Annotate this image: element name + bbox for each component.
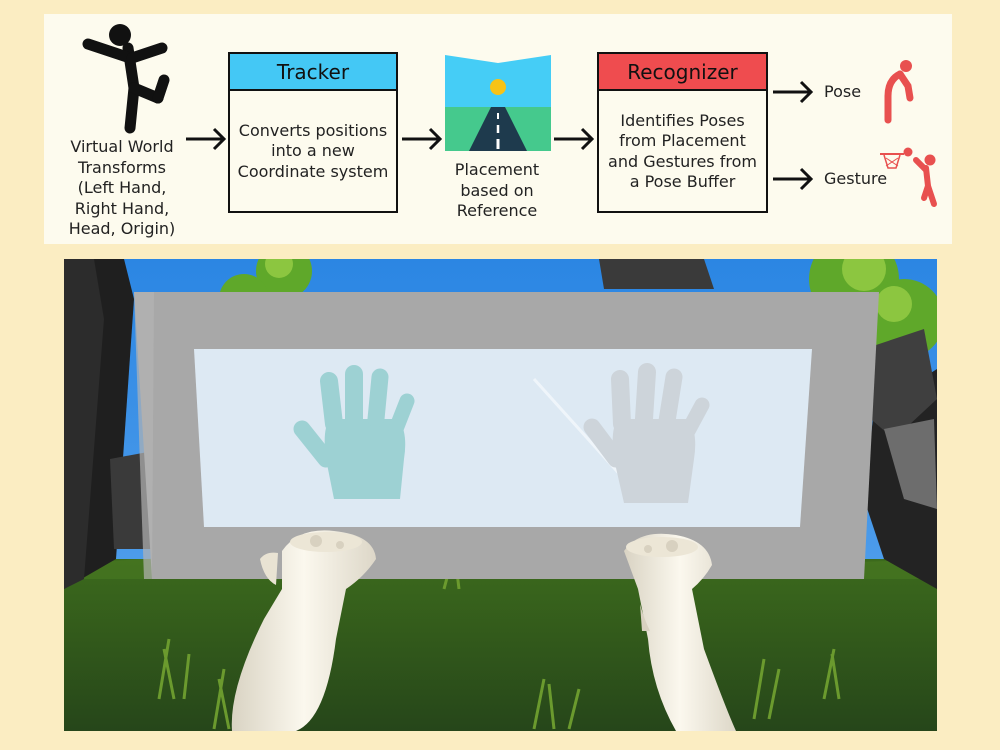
arrow-icon [773,80,814,104]
tracker-title: Tracker [230,54,396,91]
tracker-box: Tracker Converts positions into a new Co… [228,52,398,213]
left-controller-icon [231,530,376,731]
basketball-gesture-icon [880,147,937,207]
left-hand-icon [293,365,415,499]
recognizer-description: Identifies Poses from Placement and Gest… [608,110,757,192]
gesture-panel-screen [194,349,812,527]
arrow-icon [186,127,227,151]
road-placement-icon [445,55,551,151]
pipeline-diagram: Virtual World Transforms (Left Hand, Rig… [44,14,952,244]
vr-scene [64,259,937,731]
placement-label: Placement based on Reference [454,160,540,220]
arrow-icon [773,167,814,191]
arrow-icon [402,127,443,151]
grass-tufts [157,558,841,730]
recognizer-title: Recognizer [599,54,766,91]
gesture-output-label: Gesture [824,169,888,188]
stick-figure-icon [82,24,170,134]
pose-output-label: Pose [824,82,862,101]
arrow-icon [554,127,595,151]
recognizer-box: Recognizer Identifies Poses from Placeme… [597,52,768,213]
right-controller-icon [624,533,736,731]
vr-scene-render [64,259,937,731]
tracker-description: Converts positions into a new Coordinate… [237,120,389,181]
input-label: Virtual World Transforms (Left Hand, Rig… [68,137,176,238]
right-hand-icon [583,363,710,503]
person-pose-icon [884,60,914,124]
